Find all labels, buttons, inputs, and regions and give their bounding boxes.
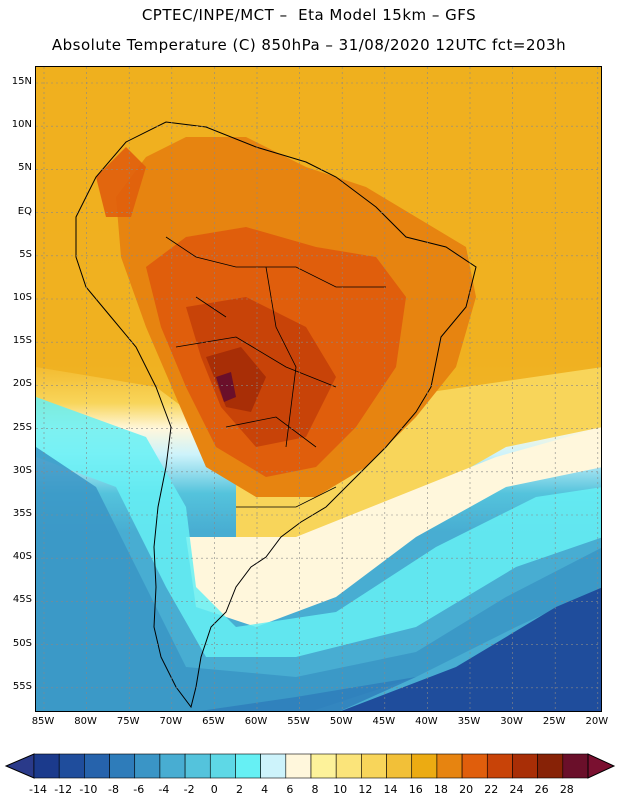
colorbar-swatch (537, 753, 564, 779)
peak-core (216, 372, 236, 402)
lat-label: 5S (19, 248, 32, 260)
lon-label: 40W (415, 716, 438, 727)
chart-title-line1: CPTEC/INPE/MCT – Eta Model 15km – GFS (141, 6, 477, 24)
lon-label: 80W (74, 716, 97, 727)
colorbar-swatch (386, 753, 413, 779)
colorbar-label: 14 (383, 783, 398, 796)
lat-label: 25S (12, 421, 32, 433)
colorbar-swatch (512, 753, 538, 779)
colorbar-swatch (109, 753, 136, 779)
colorbar-label: 28 (559, 783, 574, 796)
colorbar-swatch (436, 753, 463, 779)
colorbar-swatch (134, 753, 161, 779)
lat-label: 10N (11, 119, 32, 131)
lon-label: 75W (116, 716, 140, 727)
colorbar-label: -4 (158, 783, 170, 796)
chart-title-line2: Absolute Temperature (C) 850hPa – 31/08/… (51, 36, 567, 54)
lon-label: 60W (244, 716, 268, 727)
lon-label: 55W (287, 716, 310, 727)
coldest-region (341, 587, 601, 711)
andes-warm (96, 147, 146, 217)
colorbar-label: 26 (534, 783, 549, 796)
country-borders (165, 236, 386, 508)
lat-label: 50S (12, 637, 32, 649)
colorbar-label: 2 (235, 783, 243, 796)
lat-label: 5N (18, 162, 32, 174)
lon-label: 65W (202, 716, 225, 727)
lon-label: 45W (372, 716, 396, 727)
colorbar-label: 22 (484, 783, 499, 796)
lat-label: 15N (11, 76, 32, 87)
colorbar-swatch (285, 753, 312, 779)
colorbar-label: -2 (183, 783, 195, 796)
colorbar-label: 4 (261, 783, 269, 796)
lat-label: 40S (12, 551, 32, 563)
map-canvas (36, 67, 601, 711)
colorbar-swatch (411, 753, 438, 779)
hottest-core (206, 347, 266, 412)
colorbar-label: -10 (79, 783, 98, 796)
lat-label: 15S (12, 335, 32, 347)
lon-label: 35W (457, 716, 481, 727)
lat-label: EQ (17, 205, 32, 217)
colorbar-label: 18 (433, 783, 448, 796)
colorbar-swatch (335, 753, 362, 779)
colorbar-label: 16 (408, 783, 423, 796)
colorbar-swatch (486, 753, 513, 779)
cool-band (186, 427, 601, 627)
colorbar-label: -8 (108, 783, 120, 796)
colorbar-swatch (184, 753, 211, 779)
cold-south-region (199, 677, 416, 711)
colorbar-swatch (159, 753, 186, 779)
colorbar-label: 0 (210, 783, 218, 796)
colorbar-label: 24 (509, 783, 524, 796)
colorbar-swatch (562, 753, 589, 779)
colorbar-swatch (58, 753, 85, 779)
colorbar-swatch (84, 753, 110, 779)
lon-label: 25W (542, 716, 566, 727)
colorbar-label: 20 (459, 783, 474, 796)
lon-label: 70W (159, 716, 183, 727)
colorbar-label: 6 (286, 783, 294, 796)
lon-label: 20W (585, 716, 609, 727)
lat-label: 10S (12, 292, 32, 303)
colorbar-label: -6 (133, 783, 145, 796)
colorbar-low-arrow (4, 753, 35, 779)
colorbar-label: 8 (311, 783, 319, 796)
colorbar-swatch (209, 753, 236, 779)
temperature-map (35, 66, 602, 712)
colorbar-label: -12 (54, 783, 73, 796)
colorbar-swatch (33, 753, 60, 779)
colorbar-label: 12 (358, 783, 373, 796)
lat-label: 20S (12, 378, 32, 390)
cold-band (36, 397, 601, 657)
colorbar (4, 753, 616, 779)
colorbar-swatch (260, 753, 287, 779)
lon-label: 50W (329, 716, 353, 727)
coastline (75, 121, 477, 709)
lat-label: 45S (12, 594, 32, 606)
lat-label: 55S (12, 680, 32, 692)
lon-label: 30W (500, 716, 523, 727)
mild-region (236, 367, 601, 567)
colorbar-swatch (235, 753, 261, 779)
colder-band (36, 447, 601, 711)
lon-label: 85W (31, 716, 55, 727)
colorbar-swatch (361, 753, 387, 779)
colorbar-label: 10 (333, 783, 348, 796)
colorbar-label: -14 (29, 783, 47, 796)
colorbar-high-arrow (587, 753, 616, 779)
lat-label: 30S (12, 464, 32, 476)
colorbar-swatch (461, 753, 488, 779)
colorbar-swatch (310, 753, 337, 779)
lat-label: 35S (12, 508, 32, 519)
